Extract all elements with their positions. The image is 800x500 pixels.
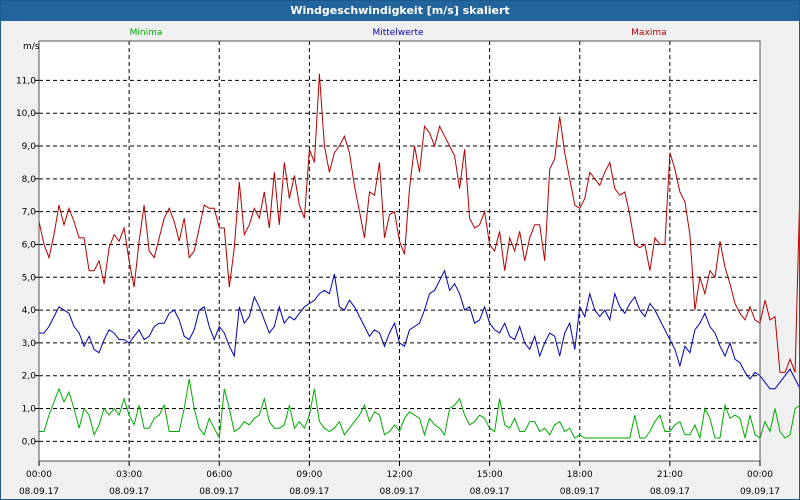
series-line-minima [39,378,799,440]
x-tick-time: 00:00 [26,470,52,480]
y-tick-label: 1,0 [22,405,37,415]
legend-entry-minima: Minima [130,28,163,38]
series-layer [38,73,799,440]
x-tick-time: 18:00 [567,470,593,480]
x-tick-time: 03:00 [116,470,142,480]
y-tick-label: 6,0 [22,240,37,250]
y-tick-label: 7,0 [22,208,37,218]
y-tick-label: 0,0 [22,437,37,447]
x-tick-date: 08.09.17 [379,487,419,497]
y-tick-label: 4,0 [22,306,37,316]
x-tick-date: 09.09.17 [740,487,780,497]
x-tick-time: 12:00 [387,470,413,480]
legend-entry-mittelwerte: Mittelwerte [372,28,423,38]
x-tick-date: 08.09.17 [289,487,329,497]
y-axis: 0,0 1,0 2,0 3,0 4,0 5,0 6,0 7,0 8,0 9,0 10,0 11,0 [16,76,39,447]
legend-entry-maxima: Maxima [631,28,666,38]
x-tick-time: 00:00 [747,470,773,480]
y-tick-label: 3,0 [22,339,37,349]
x-tick-date: 08.09.17 [470,487,510,497]
series-line-maxima [38,73,799,373]
y-tick-label: 5,0 [22,273,37,283]
legend: Minima Mittelwerte Maxima [130,28,667,38]
x-tick-date: 08.09.17 [199,487,239,497]
x-axis: 00:00 08.09.17 03:00 08.09.17 06:00 08.09.17 0… [19,461,780,497]
y-tick-label: 10,0 [16,109,36,119]
y-tick-label: 2,0 [22,372,37,382]
chart-plot: 0,0 1,0 2,0 3,0 4,0 5,0 6,0 7,0 8,0 9,0 10,0 11,0 0… [16,28,799,497]
series-line-mittelwerte [39,269,799,390]
x-tick-date: 08.09.17 [560,487,600,497]
x-tick-time: 06:00 [206,470,232,480]
x-tick-time: 21:00 [657,470,683,480]
y-tick-label: 9,0 [22,142,37,152]
x-tick-date: 08.09.17 [19,487,59,497]
y-tick-label: 11,0 [16,76,36,86]
x-tick-time: 15:00 [477,470,503,480]
x-tick-time: 09:00 [296,470,322,480]
y-tick-label: 8,0 [22,175,37,185]
x-tick-date: 08.09.17 [650,487,690,497]
y-axis-label: m/s [23,42,40,52]
x-tick-date: 08.09.17 [109,487,149,497]
chart-title: Windgeschwindigkeit [m/s] skaliert [1,1,799,21]
